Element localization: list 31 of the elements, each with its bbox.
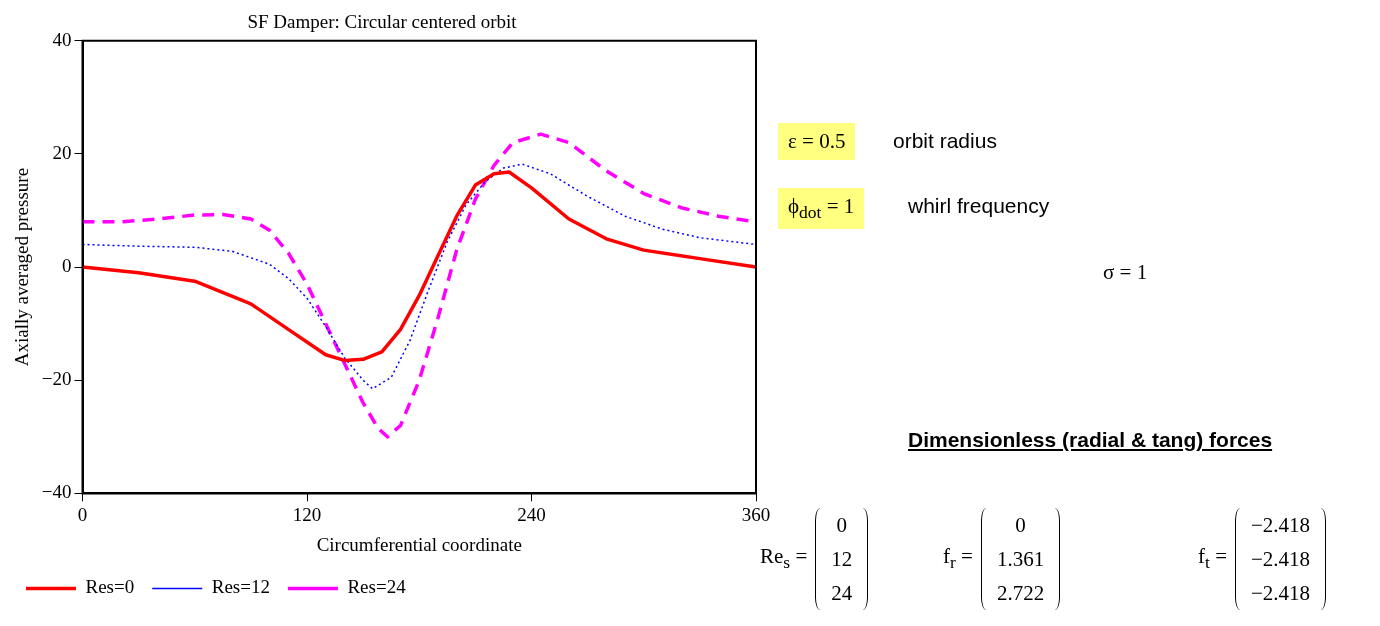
x-axis-title: Circumferential coordinate bbox=[316, 533, 522, 555]
text: 24 bbox=[831, 581, 853, 605]
text: f$_{r}$ = bbox=[943, 544, 973, 574]
text: f$_{t}$ = bbox=[1198, 544, 1227, 574]
x-tick-label: 360 bbox=[741, 503, 771, 525]
text: orbit radius bbox=[893, 129, 997, 153]
text: 2.722 bbox=[996, 581, 1045, 605]
y-axis-title: Axially averaged pressure bbox=[11, 167, 33, 367]
y-tick-label: 20 bbox=[52, 141, 72, 163]
y-tick-label: −20 bbox=[41, 368, 72, 390]
text: −2.418 bbox=[1250, 581, 1311, 605]
y-tick-label: −40 bbox=[41, 481, 72, 503]
y-tick-label: 0 bbox=[62, 255, 72, 277]
legend-label: Res=0 bbox=[85, 576, 135, 598]
text: whirl frequency bbox=[908, 194, 1050, 218]
text: σ = 1 bbox=[1103, 260, 1148, 285]
text: Dimensionless (radial & tang) forces bbox=[908, 428, 1273, 452]
text: 1.361 bbox=[996, 547, 1045, 571]
legend-label: Res=24 bbox=[347, 576, 407, 598]
x-tick-label: 240 bbox=[517, 503, 546, 525]
text: ϕ$_{dot}$ = 1 bbox=[778, 188, 865, 230]
legend-label: Res=12 bbox=[211, 576, 270, 598]
chart-title: SF Damper: Circular centered orbit bbox=[247, 11, 518, 33]
text: Re$_{s}$ = bbox=[760, 544, 808, 574]
text: ε = 0.5 bbox=[778, 123, 856, 160]
y-tick-label: 40 bbox=[52, 28, 72, 50]
x-tick-label: 120 bbox=[292, 503, 322, 525]
text: −2.418 bbox=[1250, 547, 1311, 571]
text: −2.418 bbox=[1250, 513, 1311, 537]
x-tick-label: 0 bbox=[77, 503, 88, 525]
text: 12 bbox=[831, 547, 853, 571]
